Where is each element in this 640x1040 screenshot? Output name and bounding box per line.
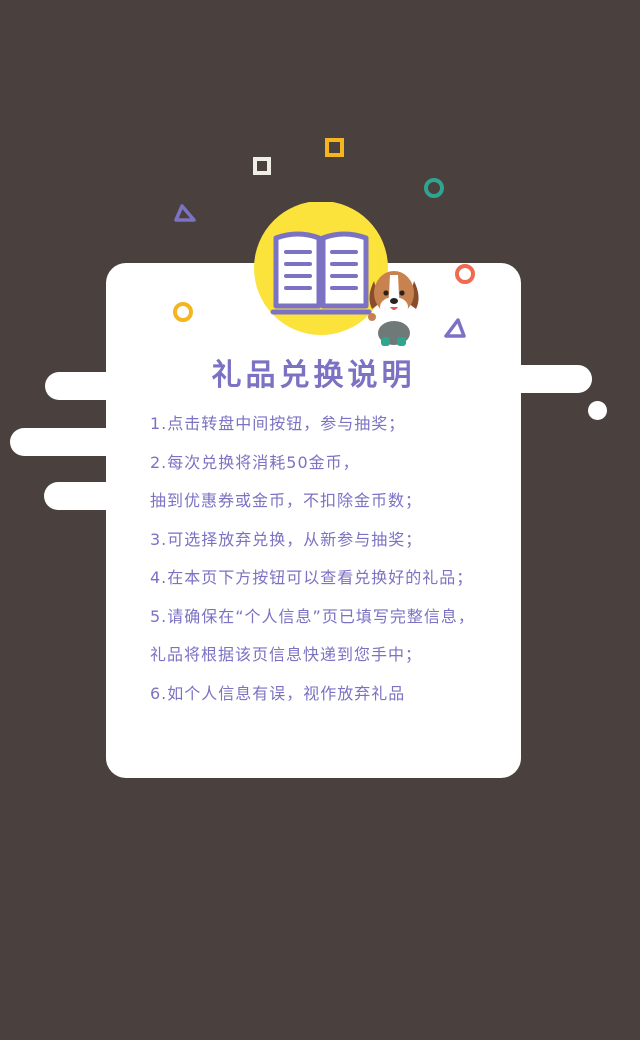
square-shape	[325, 138, 344, 157]
open-book-icon	[254, 202, 388, 335]
rule-line: 4.在本页下方按钮可以查看兑换好的礼品；	[150, 568, 474, 587]
rule-line: 礼品将根据该页信息快递到您手中；	[150, 645, 423, 664]
instructions-card	[106, 263, 521, 778]
ring-shape	[455, 264, 475, 284]
rule-line: 6.如个人信息有误，视作放弃礼品	[150, 683, 406, 703]
rule-line: 5.请确保在“个人信息”页已填写完整信息，	[150, 606, 475, 626]
rule-line: 1.点击转盘中间按钮，参与抽奖；	[150, 414, 406, 433]
rules-list: 1.点击转盘中间按钮，参与抽奖； 2.每次兑换将消耗50金币， 抽到优惠券或金币…	[150, 412, 510, 720]
square-shape	[253, 157, 271, 175]
rule-line: 2.每次兑换将消耗50金币，	[150, 452, 360, 472]
ring-shape	[424, 178, 444, 198]
beagle-dog-mascot	[368, 271, 419, 346]
rule-line: 3.可选择放弃兑换，从新参与抽奖；	[150, 529, 423, 549]
decor-dot	[588, 401, 607, 420]
page-title: 礼品兑换说明	[211, 358, 416, 393]
triangle-shape	[174, 204, 196, 222]
ring-shape	[173, 302, 193, 322]
triangle-shape	[444, 318, 466, 338]
rule-line: 抽到优惠券或金币，不扣除金币数；	[150, 491, 423, 510]
